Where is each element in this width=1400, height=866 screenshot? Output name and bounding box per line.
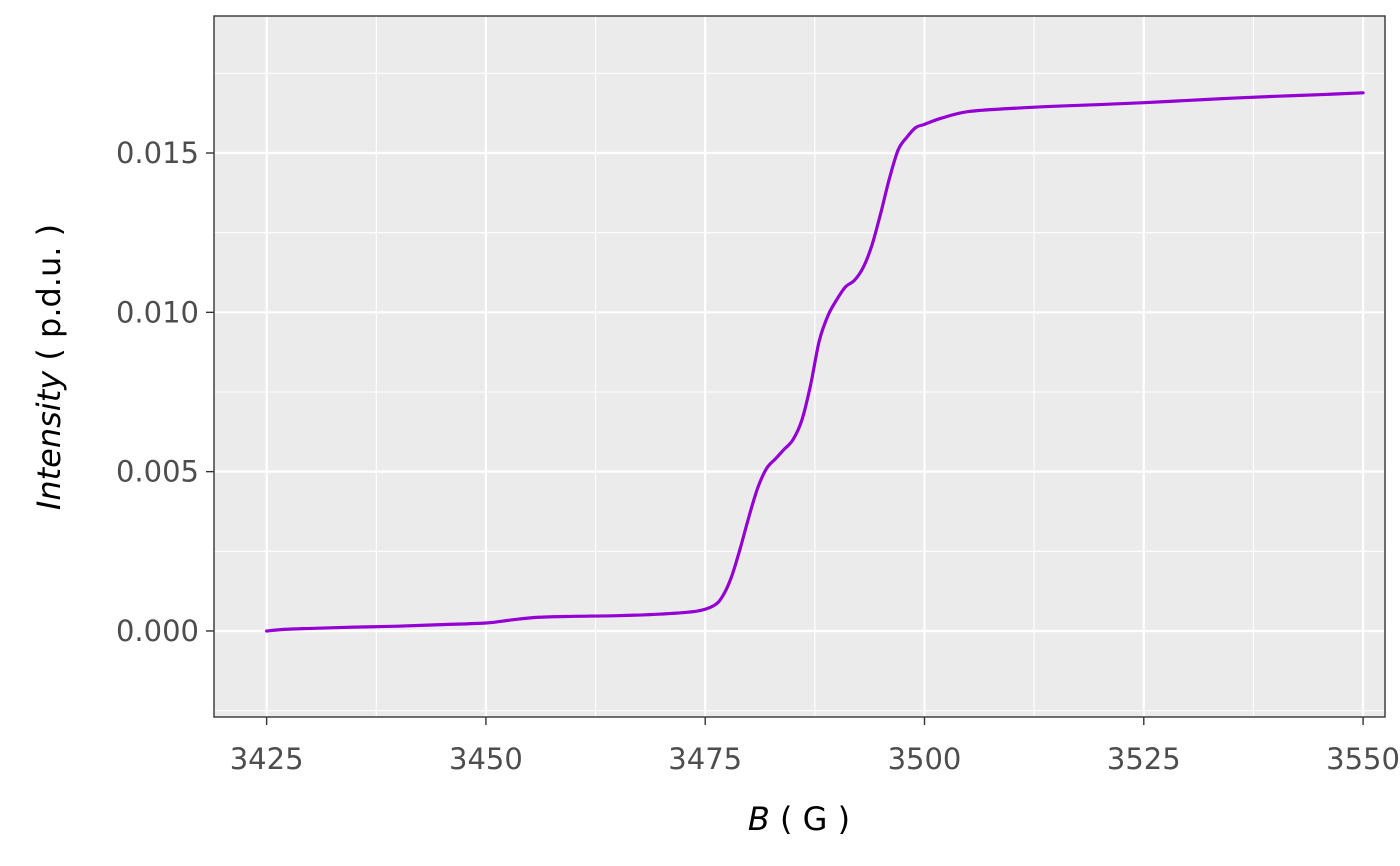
y-axis-symbol: Intensity [30,370,68,510]
x-axis-symbol: B [748,800,770,838]
x-axis-title: B ( G ) [748,800,850,838]
x-axis-unit: ( G ) [770,800,850,838]
plot-border [213,15,1386,718]
series-layer [265,91,1365,633]
y-tick-label: 0.000 [116,614,199,648]
series-line [265,91,1365,633]
x-tick-label: 3475 [668,742,742,776]
y-axis-ticks: 0.000 0.005 0.010 0.015 [116,136,214,648]
x-axis-ticks: 3425 3450 3475 3500 3525 3550 [230,717,1400,776]
x-tick-label: 3425 [230,742,304,776]
x-tick-label: 3525 [1107,742,1181,776]
y-axis-unit: ( p.d.u. ) [30,224,68,371]
minor-grid [214,16,1385,717]
x-tick-label: 3450 [449,742,523,776]
y-axis-title: Intensity ( p.d.u. ) [30,224,68,510]
y-tick-label: 0.005 [116,455,199,489]
x-tick-label: 3550 [1326,742,1400,776]
y-tick-label: 0.010 [116,295,199,329]
x-tick-label: 3500 [888,742,962,776]
y-tick-label: 0.015 [116,136,199,170]
plot-background [214,16,1385,717]
major-grid [214,16,1385,717]
